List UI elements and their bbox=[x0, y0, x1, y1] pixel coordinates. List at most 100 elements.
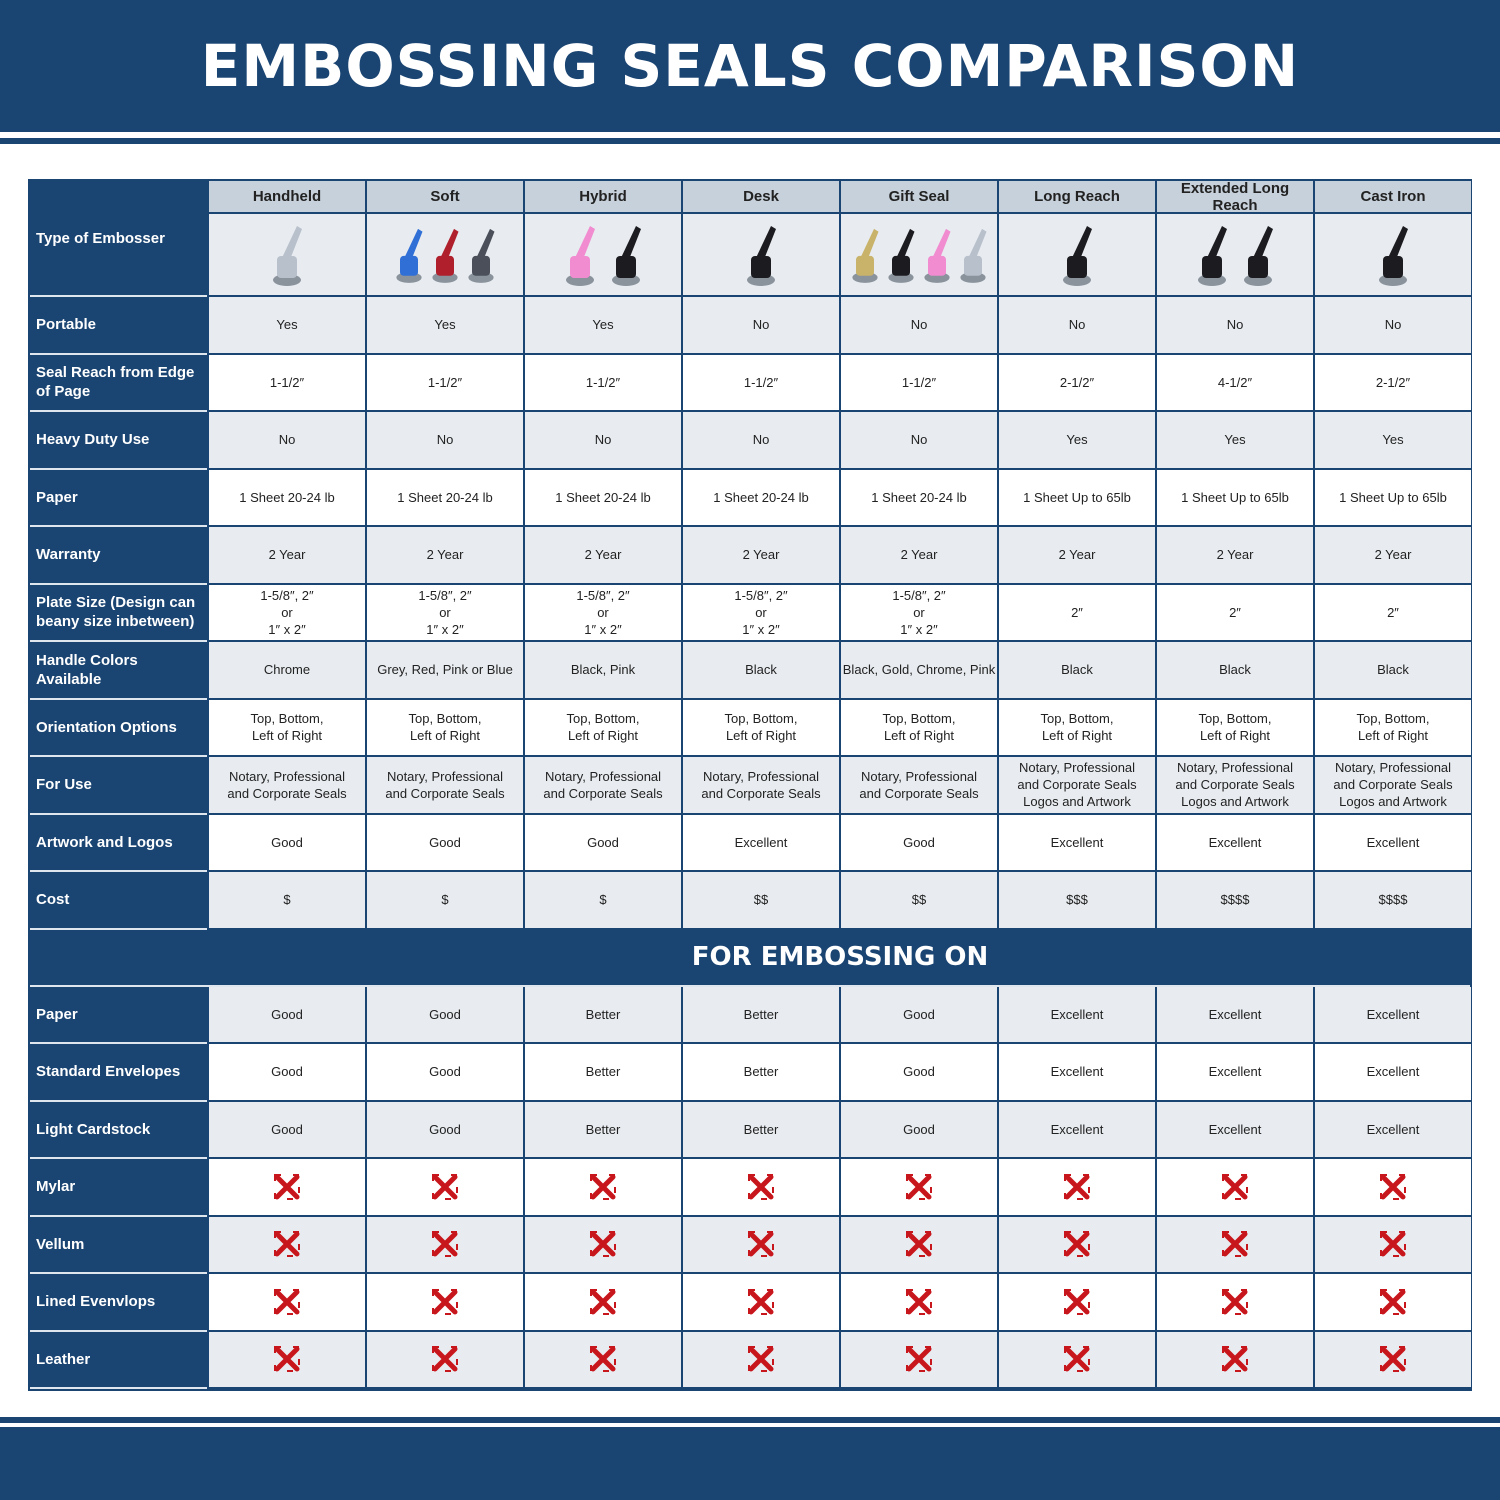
table-cell: Good bbox=[839, 986, 997, 1044]
table-row: Light Cardstock Good Good Better Better Good E… bbox=[30, 1101, 1471, 1159]
table-cell: $$$ bbox=[997, 872, 1155, 930]
footer-band bbox=[0, 1427, 1500, 1500]
table-cell: Better bbox=[681, 1044, 839, 1102]
table-cell bbox=[997, 1159, 1155, 1217]
table-cell: Good bbox=[365, 814, 523, 872]
x-mark-icon bbox=[432, 1288, 458, 1315]
table-cell: Excellent bbox=[1155, 814, 1313, 872]
row-label: Orientation Options bbox=[30, 699, 207, 757]
row-label: Paper bbox=[30, 986, 207, 1044]
table-cell: Black bbox=[1313, 642, 1471, 700]
table-cell bbox=[1313, 1159, 1471, 1217]
table-cell bbox=[207, 1331, 365, 1389]
table-cell: Black bbox=[681, 642, 839, 700]
column-header: Long Reach bbox=[997, 181, 1155, 214]
table-cell: Yes bbox=[997, 412, 1155, 470]
comparison-table: Type of Embosser Handheld Soft Hybrid Desk Gi… bbox=[28, 179, 1472, 1391]
x-mark-icon bbox=[1222, 1231, 1248, 1258]
table-cell: Yes bbox=[207, 297, 365, 355]
table-cell bbox=[365, 1159, 523, 1217]
embosser-image bbox=[612, 225, 641, 286]
table-row: Cost $ $ $ $$ $$ $$$ $$$$ $$$$ bbox=[30, 872, 1471, 930]
column-header: Soft bbox=[365, 181, 523, 214]
table-cell: Good bbox=[839, 1101, 997, 1159]
table-cell: No bbox=[839, 412, 997, 470]
x-mark-icon bbox=[432, 1346, 458, 1373]
row-label: Plate Size (Design can beany size inbetw… bbox=[30, 584, 207, 642]
table-cell: Top, Bottom, Left of Right bbox=[523, 699, 681, 757]
table-cell bbox=[523, 1159, 681, 1217]
x-mark-icon bbox=[590, 1173, 616, 1200]
x-mark-icon bbox=[1380, 1288, 1406, 1315]
embosser-image-cell bbox=[365, 214, 523, 297]
table-cell: Notary, Professional and Corporate Seals bbox=[681, 757, 839, 815]
table-cell: 4-1/2″ bbox=[1155, 354, 1313, 412]
embosser-image bbox=[1063, 225, 1092, 286]
x-mark-icon bbox=[1380, 1346, 1406, 1373]
table-cell: 2 Year bbox=[365, 527, 523, 585]
table-cell bbox=[681, 1216, 839, 1274]
embosser-image bbox=[273, 225, 302, 286]
table-cell: $ bbox=[365, 872, 523, 930]
table-row: Seal Reach from Edge of Page 1-1/2″ 1-1/2″… bbox=[30, 354, 1471, 412]
table-cell: 1 Sheet 20-24 lb bbox=[681, 469, 839, 527]
embosser-image bbox=[1244, 225, 1273, 286]
table-cell: Yes bbox=[365, 297, 523, 355]
table-cell: 2 Year bbox=[523, 527, 681, 585]
x-mark-icon bbox=[906, 1346, 932, 1373]
table-cell: 1 Sheet Up to 65lb bbox=[1313, 469, 1471, 527]
table-cell: $$$$ bbox=[1155, 872, 1313, 930]
table-cell: 1-1/2″ bbox=[681, 354, 839, 412]
table-cell bbox=[681, 1159, 839, 1217]
table-cell: Better bbox=[523, 1044, 681, 1102]
row-label: Warranty bbox=[30, 527, 207, 585]
embosser-image bbox=[432, 228, 459, 283]
table-cell: 1-5/8″, 2″ or 1″ x 2″ bbox=[523, 584, 681, 642]
embosser-image-cell bbox=[839, 214, 997, 297]
table-cell: Good bbox=[523, 814, 681, 872]
column-header: Extended Long Reach bbox=[1155, 180, 1313, 214]
table-cell: Good bbox=[207, 1044, 365, 1102]
x-mark-icon bbox=[274, 1231, 300, 1258]
table-cell bbox=[207, 1216, 365, 1274]
table-cell: No bbox=[681, 297, 839, 355]
table-cell bbox=[997, 1331, 1155, 1389]
table-cell: Better bbox=[523, 1101, 681, 1159]
table-cell bbox=[839, 1159, 997, 1217]
table-cell: 1-5/8″, 2″ or 1″ x 2″ bbox=[365, 584, 523, 642]
table-cell: Black, Gold, Chrome, Pink bbox=[839, 642, 997, 700]
table-cell: Top, Bottom, Left of Right bbox=[365, 699, 523, 757]
embosser-image-cell bbox=[1155, 214, 1313, 297]
embosser-image bbox=[1379, 225, 1408, 286]
table-cell: Good bbox=[365, 1044, 523, 1102]
table-cell bbox=[523, 1216, 681, 1274]
x-mark-icon bbox=[274, 1346, 300, 1373]
table-cell: 1 Sheet Up to 65lb bbox=[1155, 469, 1313, 527]
row-label: Portable bbox=[30, 297, 207, 355]
table-row: Portable Yes Yes Yes No No No No No bbox=[30, 297, 1471, 355]
table-cell bbox=[997, 1274, 1155, 1332]
table-cell bbox=[523, 1274, 681, 1332]
table-cell: Good bbox=[839, 1044, 997, 1102]
x-mark-icon bbox=[1380, 1231, 1406, 1258]
embosser-image bbox=[747, 225, 776, 286]
table-cell: 2 Year bbox=[1155, 527, 1313, 585]
table-cell: 1-5/8″, 2″ or 1″ x 2″ bbox=[839, 584, 997, 642]
table-cell: Black, Pink bbox=[523, 642, 681, 700]
row-label: Standard Envelopes bbox=[30, 1044, 207, 1102]
table-cell: Excellent bbox=[1155, 986, 1313, 1044]
table-cell: 1 Sheet 20-24 lb bbox=[207, 469, 365, 527]
divider bbox=[0, 1417, 1500, 1423]
table-cell: $$ bbox=[839, 872, 997, 930]
x-mark-icon bbox=[1380, 1173, 1406, 1200]
embosser-image bbox=[566, 225, 595, 286]
table-row: Mylar bbox=[30, 1159, 1471, 1217]
table-cell: No bbox=[365, 412, 523, 470]
row-label: Leather bbox=[30, 1331, 207, 1389]
table-cell bbox=[365, 1274, 523, 1332]
table-row: Orientation Options Top, Bottom, Left of … bbox=[30, 699, 1471, 757]
table-cell bbox=[365, 1216, 523, 1274]
x-mark-icon bbox=[748, 1173, 774, 1200]
table-cell: 1-5/8″, 2″ or 1″ x 2″ bbox=[681, 584, 839, 642]
table-cell: Good bbox=[365, 986, 523, 1044]
